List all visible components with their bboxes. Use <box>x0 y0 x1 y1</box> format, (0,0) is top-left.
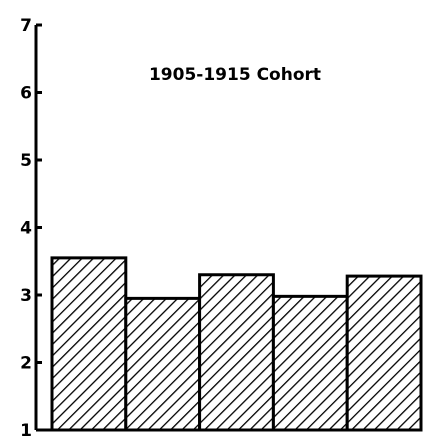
y-tick-label-6: 6 <box>20 84 32 104</box>
y-axis: 1 2 3 4 5 6 7 <box>20 16 421 441</box>
bar-5 <box>345 274 423 432</box>
y-tick-label-7: 7 <box>20 16 32 36</box>
y-tick-label-1: 1 <box>20 421 32 441</box>
y-tick-label-2: 2 <box>20 354 32 374</box>
bar-3 <box>198 273 275 432</box>
y-tick-label-5: 5 <box>20 151 32 171</box>
bar-1 <box>50 256 128 432</box>
y-tick-label-3: 3 <box>20 286 32 306</box>
bars <box>50 256 423 432</box>
bar-4 <box>271 294 349 432</box>
bar-2 <box>124 296 202 432</box>
y-tick-label-4: 4 <box>20 219 32 239</box>
chart-title: 1905-1915 Cohort <box>149 65 321 85</box>
